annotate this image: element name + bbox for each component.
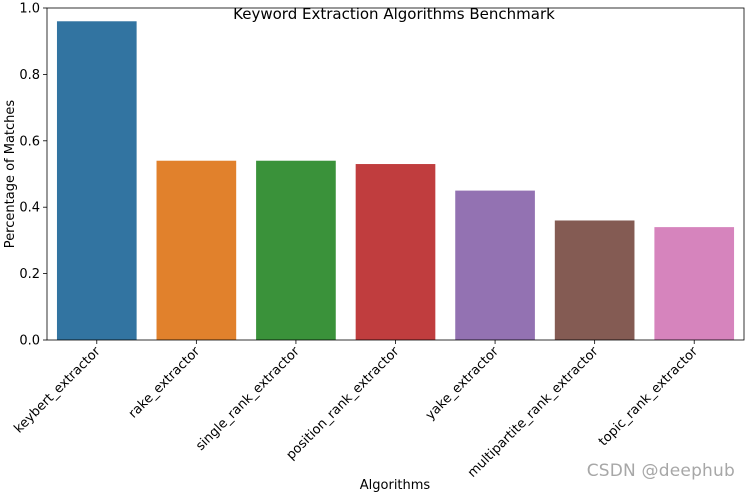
x-axis-label: Algorithms bbox=[360, 478, 431, 493]
bar-rake-extractor bbox=[156, 160, 237, 340]
x-tick-label: single_rank_extractor bbox=[193, 344, 303, 454]
y-tick-label: 1.0 bbox=[19, 2, 40, 17]
x-tick-label: rake_extractor bbox=[126, 344, 204, 422]
y-tick-label: 0.2 bbox=[19, 267, 40, 282]
bar-keybert-extractor bbox=[56, 21, 137, 341]
y-tick-label: 0.0 bbox=[19, 334, 40, 349]
bar-position-rank-extractor bbox=[355, 164, 436, 340]
chart-title: Keyword Extraction Algorithms Benchmark bbox=[233, 5, 555, 23]
bars-group bbox=[56, 21, 735, 341]
y-tick-label: 0.6 bbox=[19, 134, 40, 149]
y-tick-label: 0.8 bbox=[19, 68, 40, 83]
x-tick-label: keybert_extractor bbox=[11, 344, 104, 437]
watermark: CSDN @deephub bbox=[586, 461, 735, 481]
x-axis: keybert_extractor rake_extractorsingle_ra… bbox=[11, 340, 702, 481]
x-tick-label: topic_rank_extractor bbox=[596, 344, 702, 450]
plot-frame bbox=[46, 7, 745, 341]
bar-yake-extractor bbox=[455, 190, 535, 340]
y-axis: 0.0 0.2 0.4 0.6 0.8 1.0 bbox=[19, 2, 47, 349]
x-tick-label: yake_extractor bbox=[423, 344, 502, 423]
bar-topic-rank-extractor bbox=[654, 227, 735, 340]
bar-single-rank-extractor bbox=[256, 160, 336, 340]
x-tick-label: position_rank_extractor bbox=[284, 344, 403, 463]
y-axis-label: Percentage of Matches bbox=[3, 100, 18, 249]
bar-multipartite-rank-extractor bbox=[554, 220, 635, 340]
y-tick-label: 0.4 bbox=[19, 201, 40, 216]
